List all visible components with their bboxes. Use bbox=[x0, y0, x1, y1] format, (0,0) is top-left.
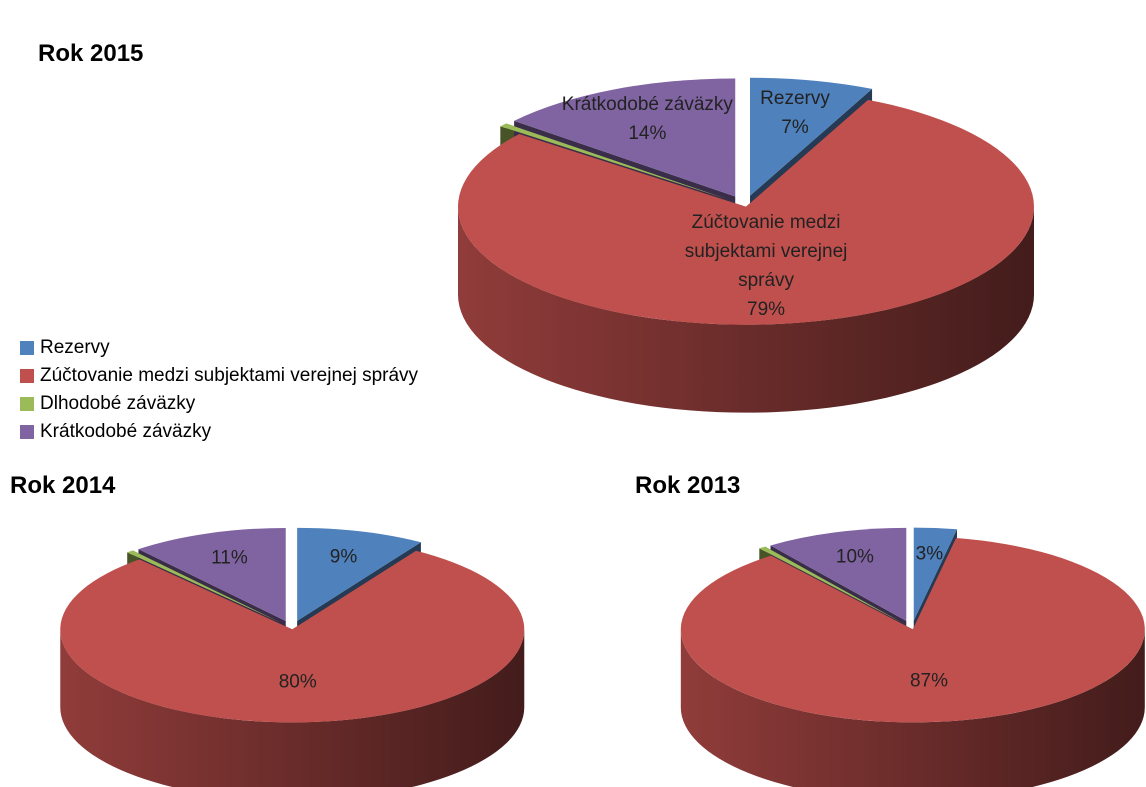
legend: Rezervy Zúčtovanie medzi subjektami verej… bbox=[20, 334, 418, 446]
pie-tops bbox=[680, 527, 1145, 723]
data-label-group: 3% bbox=[916, 539, 943, 568]
legend-label: Rezervy bbox=[40, 337, 110, 358]
pie-slice bbox=[514, 78, 736, 197]
pie-slice bbox=[913, 527, 957, 621]
slice-side bbox=[458, 206, 1035, 413]
legend-swatch bbox=[20, 369, 34, 383]
data-label-group: 10% bbox=[836, 543, 874, 572]
category-label: Krátkodobé záväzky bbox=[561, 94, 733, 116]
pie-slice bbox=[759, 546, 901, 623]
legend-label: Zúčtovanie medzi subjektami verejnej spr… bbox=[40, 365, 419, 386]
pie-tops bbox=[60, 527, 525, 723]
category-label: Rezervy bbox=[760, 87, 830, 109]
data-label-group: 9% bbox=[330, 542, 357, 571]
pie bbox=[458, 77, 1035, 413]
data-label: 7% bbox=[781, 116, 809, 138]
data-label-group: 11% bbox=[211, 543, 248, 572]
data-label: 79% bbox=[747, 299, 786, 321]
legend-swatch bbox=[20, 425, 34, 439]
data-label: 80% bbox=[278, 671, 317, 693]
pie-slice bbox=[770, 527, 907, 621]
pie-slice bbox=[750, 77, 873, 196]
pie-slice bbox=[127, 550, 280, 623]
data-label-group: Zúčtovanie medzi subjektami verejnej spr… bbox=[666, 208, 866, 324]
slice-side bbox=[60, 629, 525, 787]
data-label-group: Krátkodobé záväzky 14% bbox=[547, 90, 747, 148]
legend-item: Krátkodobé záväzky bbox=[20, 418, 418, 446]
data-label-group: 80% bbox=[279, 668, 317, 697]
pie-slice bbox=[60, 550, 525, 723]
chart-title: Rok 2014 bbox=[10, 472, 116, 499]
pie-slice bbox=[458, 99, 1035, 325]
pie-slice bbox=[297, 527, 421, 621]
legend-item: Dlhodobé záväzky bbox=[20, 390, 418, 418]
data-label: 11% bbox=[211, 547, 248, 569]
chart-title: Rok 2013 bbox=[635, 472, 741, 499]
pie bbox=[60, 527, 525, 787]
slice-side bbox=[680, 629, 1145, 787]
data-label: 14% bbox=[628, 123, 667, 145]
legend-label: Krátkodobé záväzky bbox=[40, 421, 212, 442]
pie bbox=[680, 527, 1145, 787]
pie-slice bbox=[500, 123, 728, 200]
data-label: 3% bbox=[915, 543, 944, 565]
pie-tops bbox=[458, 77, 1035, 325]
data-label-group: Rezervy 7% bbox=[695, 84, 895, 142]
pie-slice bbox=[138, 527, 286, 621]
category-label: Zúčtovanie medzi subjektami verejnej spr… bbox=[684, 212, 848, 292]
data-label: 87% bbox=[909, 670, 948, 692]
pie-slice bbox=[680, 537, 1145, 723]
legend-swatch bbox=[20, 341, 34, 355]
data-label: 10% bbox=[835, 546, 874, 568]
data-label-group: 87% bbox=[910, 667, 948, 696]
chart-title: Rok 2015 bbox=[38, 40, 144, 67]
legend-item: Zúčtovanie medzi subjektami verejnej spr… bbox=[20, 362, 418, 390]
legend-label: Dlhodobé záväzky bbox=[40, 393, 196, 414]
data-label: 9% bbox=[329, 546, 358, 568]
legend-swatch bbox=[20, 397, 34, 411]
legend-item: Rezervy bbox=[20, 334, 418, 362]
